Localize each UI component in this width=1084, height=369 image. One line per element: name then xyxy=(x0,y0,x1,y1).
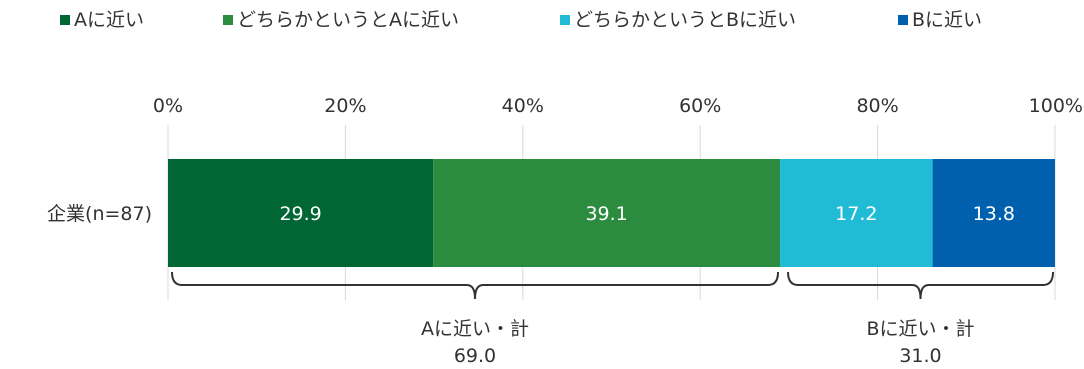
legend-swatch xyxy=(898,15,908,25)
bar-segment xyxy=(168,159,434,267)
data-label: 17.2 xyxy=(835,203,877,225)
tick-label: 100% xyxy=(1029,95,1083,117)
tick-label: 0% xyxy=(153,95,183,117)
legend-item: どちらかというとAに近い xyxy=(223,9,459,31)
data-label: 13.8 xyxy=(973,203,1015,225)
legend-item: Aに近い xyxy=(60,9,144,31)
group-bracket: Aに近い・計 69.0 xyxy=(171,271,780,367)
legend-swatch xyxy=(60,15,70,25)
legend-swatch xyxy=(223,15,233,25)
group-bracket: Bに近い・計 31.0 xyxy=(787,271,1054,367)
group-brackets: Aに近い・計 69.0 Bに近い・計 31.0 xyxy=(171,271,1054,367)
group-label: Aに近い・計 xyxy=(421,318,529,340)
category-label: 企業(n=87) xyxy=(47,203,152,225)
tick-label: 80% xyxy=(856,95,898,117)
legend-swatch xyxy=(560,15,570,25)
legend-item: Bに近い xyxy=(898,9,982,31)
bar-segment xyxy=(780,159,933,267)
legend-label: Bに近い xyxy=(912,9,982,31)
legend-label: Aに近い xyxy=(74,9,144,31)
tick-label: 60% xyxy=(679,95,721,117)
tick-label: 20% xyxy=(324,95,366,117)
data-label: 29.9 xyxy=(279,203,321,225)
legend: Aに近い どちらかというとAに近い どちらかというとBに近い Bに近い xyxy=(60,9,982,31)
bar-segment xyxy=(932,159,1055,267)
legend-item: どちらかというとBに近い xyxy=(560,9,796,31)
tick-label: 40% xyxy=(502,95,544,117)
group-total: 31.0 xyxy=(899,345,941,367)
bar-segment xyxy=(433,159,781,267)
x-axis-ticks: 0% 20% 40% 60% 80% 100% xyxy=(153,95,1083,117)
category-labels: 企業(n=87) xyxy=(47,203,152,225)
legend-label: どちらかというとBに近い xyxy=(574,9,796,31)
group-total: 69.0 xyxy=(454,345,496,367)
legend-label: どちらかというとAに近い xyxy=(237,9,459,31)
bracket-line xyxy=(171,271,780,300)
group-label: Bに近い・計 xyxy=(866,318,974,340)
data-label: 39.1 xyxy=(585,203,627,225)
bars: 29.9 39.1 17.2 13.8 xyxy=(168,159,1055,267)
bracket-line xyxy=(787,271,1054,300)
